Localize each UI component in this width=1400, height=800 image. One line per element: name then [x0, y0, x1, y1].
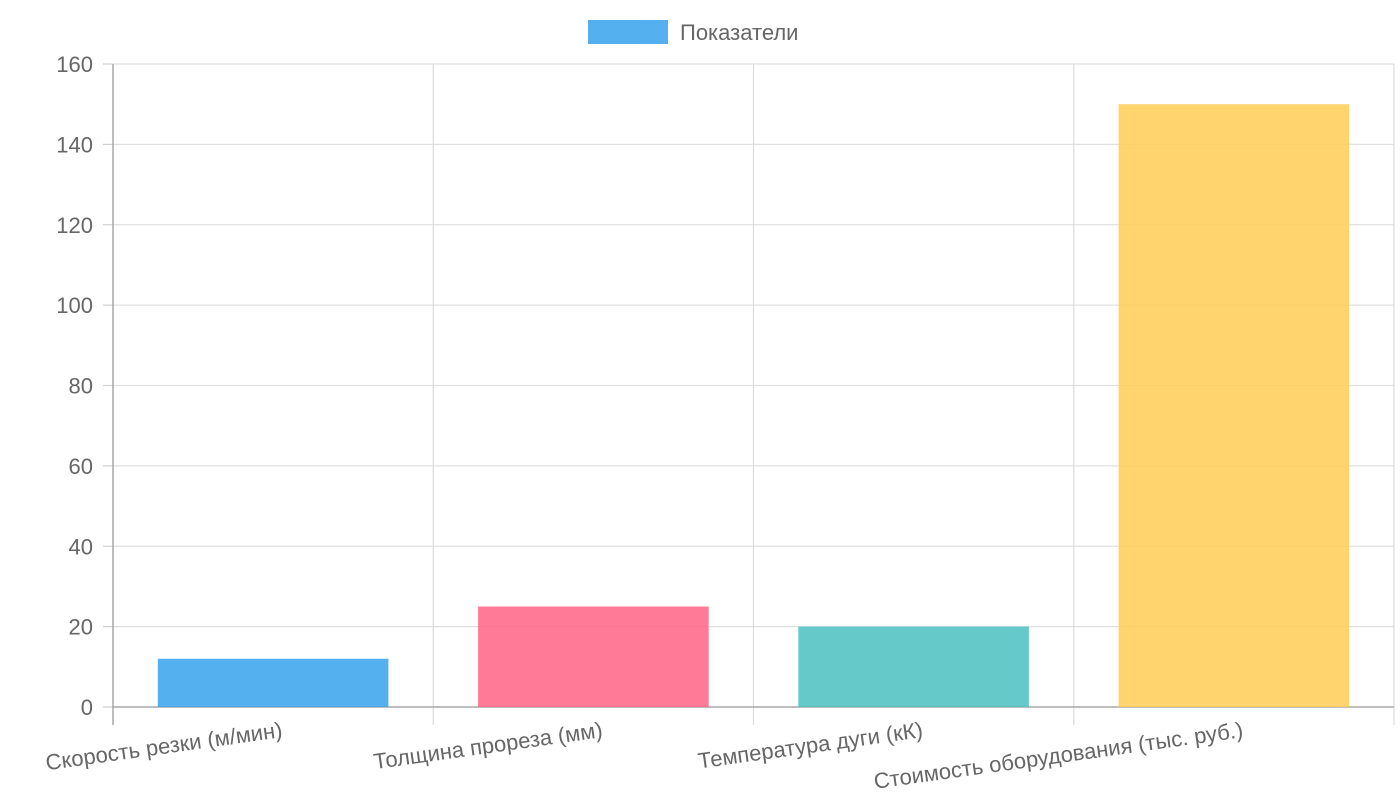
y-tick-label: 100: [56, 293, 93, 318]
x-tick-labels: Скорость резки (м/мин) Толщина прореза (м…: [44, 717, 1245, 794]
grid-lines: [113, 63, 1395, 725]
y-tick-labels: 0 20 40 60 80 100 120 140 160: [56, 52, 93, 720]
bar[interactable]: [157, 658, 389, 707]
legend[interactable]: Показатели: [588, 20, 798, 45]
legend-swatch[interactable]: [588, 20, 668, 44]
y-tick-label: 120: [56, 213, 93, 238]
bars: [157, 104, 1350, 707]
x-tick-label: Температура дуги (кК): [696, 717, 924, 773]
y-tick-label: 40: [69, 534, 93, 559]
y-tick-label: 0: [81, 695, 93, 720]
y-tick-label: 140: [56, 132, 93, 157]
y-tick-label: 60: [69, 454, 93, 479]
bar[interactable]: [1118, 104, 1350, 707]
x-tick-label: Стоимость оборудования (тыс. руб.): [872, 717, 1244, 794]
bar[interactable]: [478, 606, 709, 707]
bar[interactable]: [798, 626, 1029, 707]
legend-label[interactable]: Показатели: [680, 20, 798, 45]
y-tick-label: 20: [69, 615, 93, 640]
x-tick-label: Скорость резки (м/мин): [44, 717, 284, 775]
y-tick-label: 80: [69, 374, 93, 399]
y-tick-label: 160: [56, 52, 93, 77]
x-tick-label: Толщина прореза (мм): [372, 717, 604, 774]
